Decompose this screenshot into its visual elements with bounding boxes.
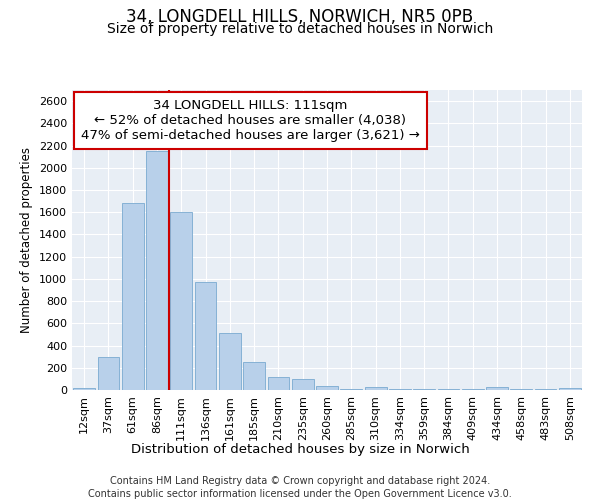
Bar	[316, 386, 338, 390]
Text: Contains public sector information licensed under the Open Government Licence v3: Contains public sector information licen…	[88, 489, 512, 499]
Bar	[170, 212, 192, 390]
Text: Size of property relative to detached houses in Norwich: Size of property relative to detached ho…	[107, 22, 493, 36]
Bar	[73, 388, 95, 390]
Bar	[268, 376, 289, 390]
Bar	[219, 334, 241, 390]
Bar	[559, 388, 581, 390]
Bar	[122, 204, 143, 390]
Text: Contains HM Land Registry data © Crown copyright and database right 2024.: Contains HM Land Registry data © Crown c…	[110, 476, 490, 486]
Bar	[243, 362, 265, 390]
Bar	[292, 379, 314, 390]
Bar	[97, 356, 119, 390]
Y-axis label: Number of detached properties: Number of detached properties	[20, 147, 34, 333]
Text: 34, LONGDELL HILLS, NORWICH, NR5 0PB: 34, LONGDELL HILLS, NORWICH, NR5 0PB	[127, 8, 473, 26]
Bar	[194, 282, 217, 390]
Bar	[486, 386, 508, 390]
Bar	[365, 386, 386, 390]
Text: 34 LONGDELL HILLS: 111sqm
← 52% of detached houses are smaller (4,038)
47% of se: 34 LONGDELL HILLS: 111sqm ← 52% of detac…	[81, 99, 420, 142]
Bar	[146, 151, 168, 390]
Text: Distribution of detached houses by size in Norwich: Distribution of detached houses by size …	[131, 442, 469, 456]
